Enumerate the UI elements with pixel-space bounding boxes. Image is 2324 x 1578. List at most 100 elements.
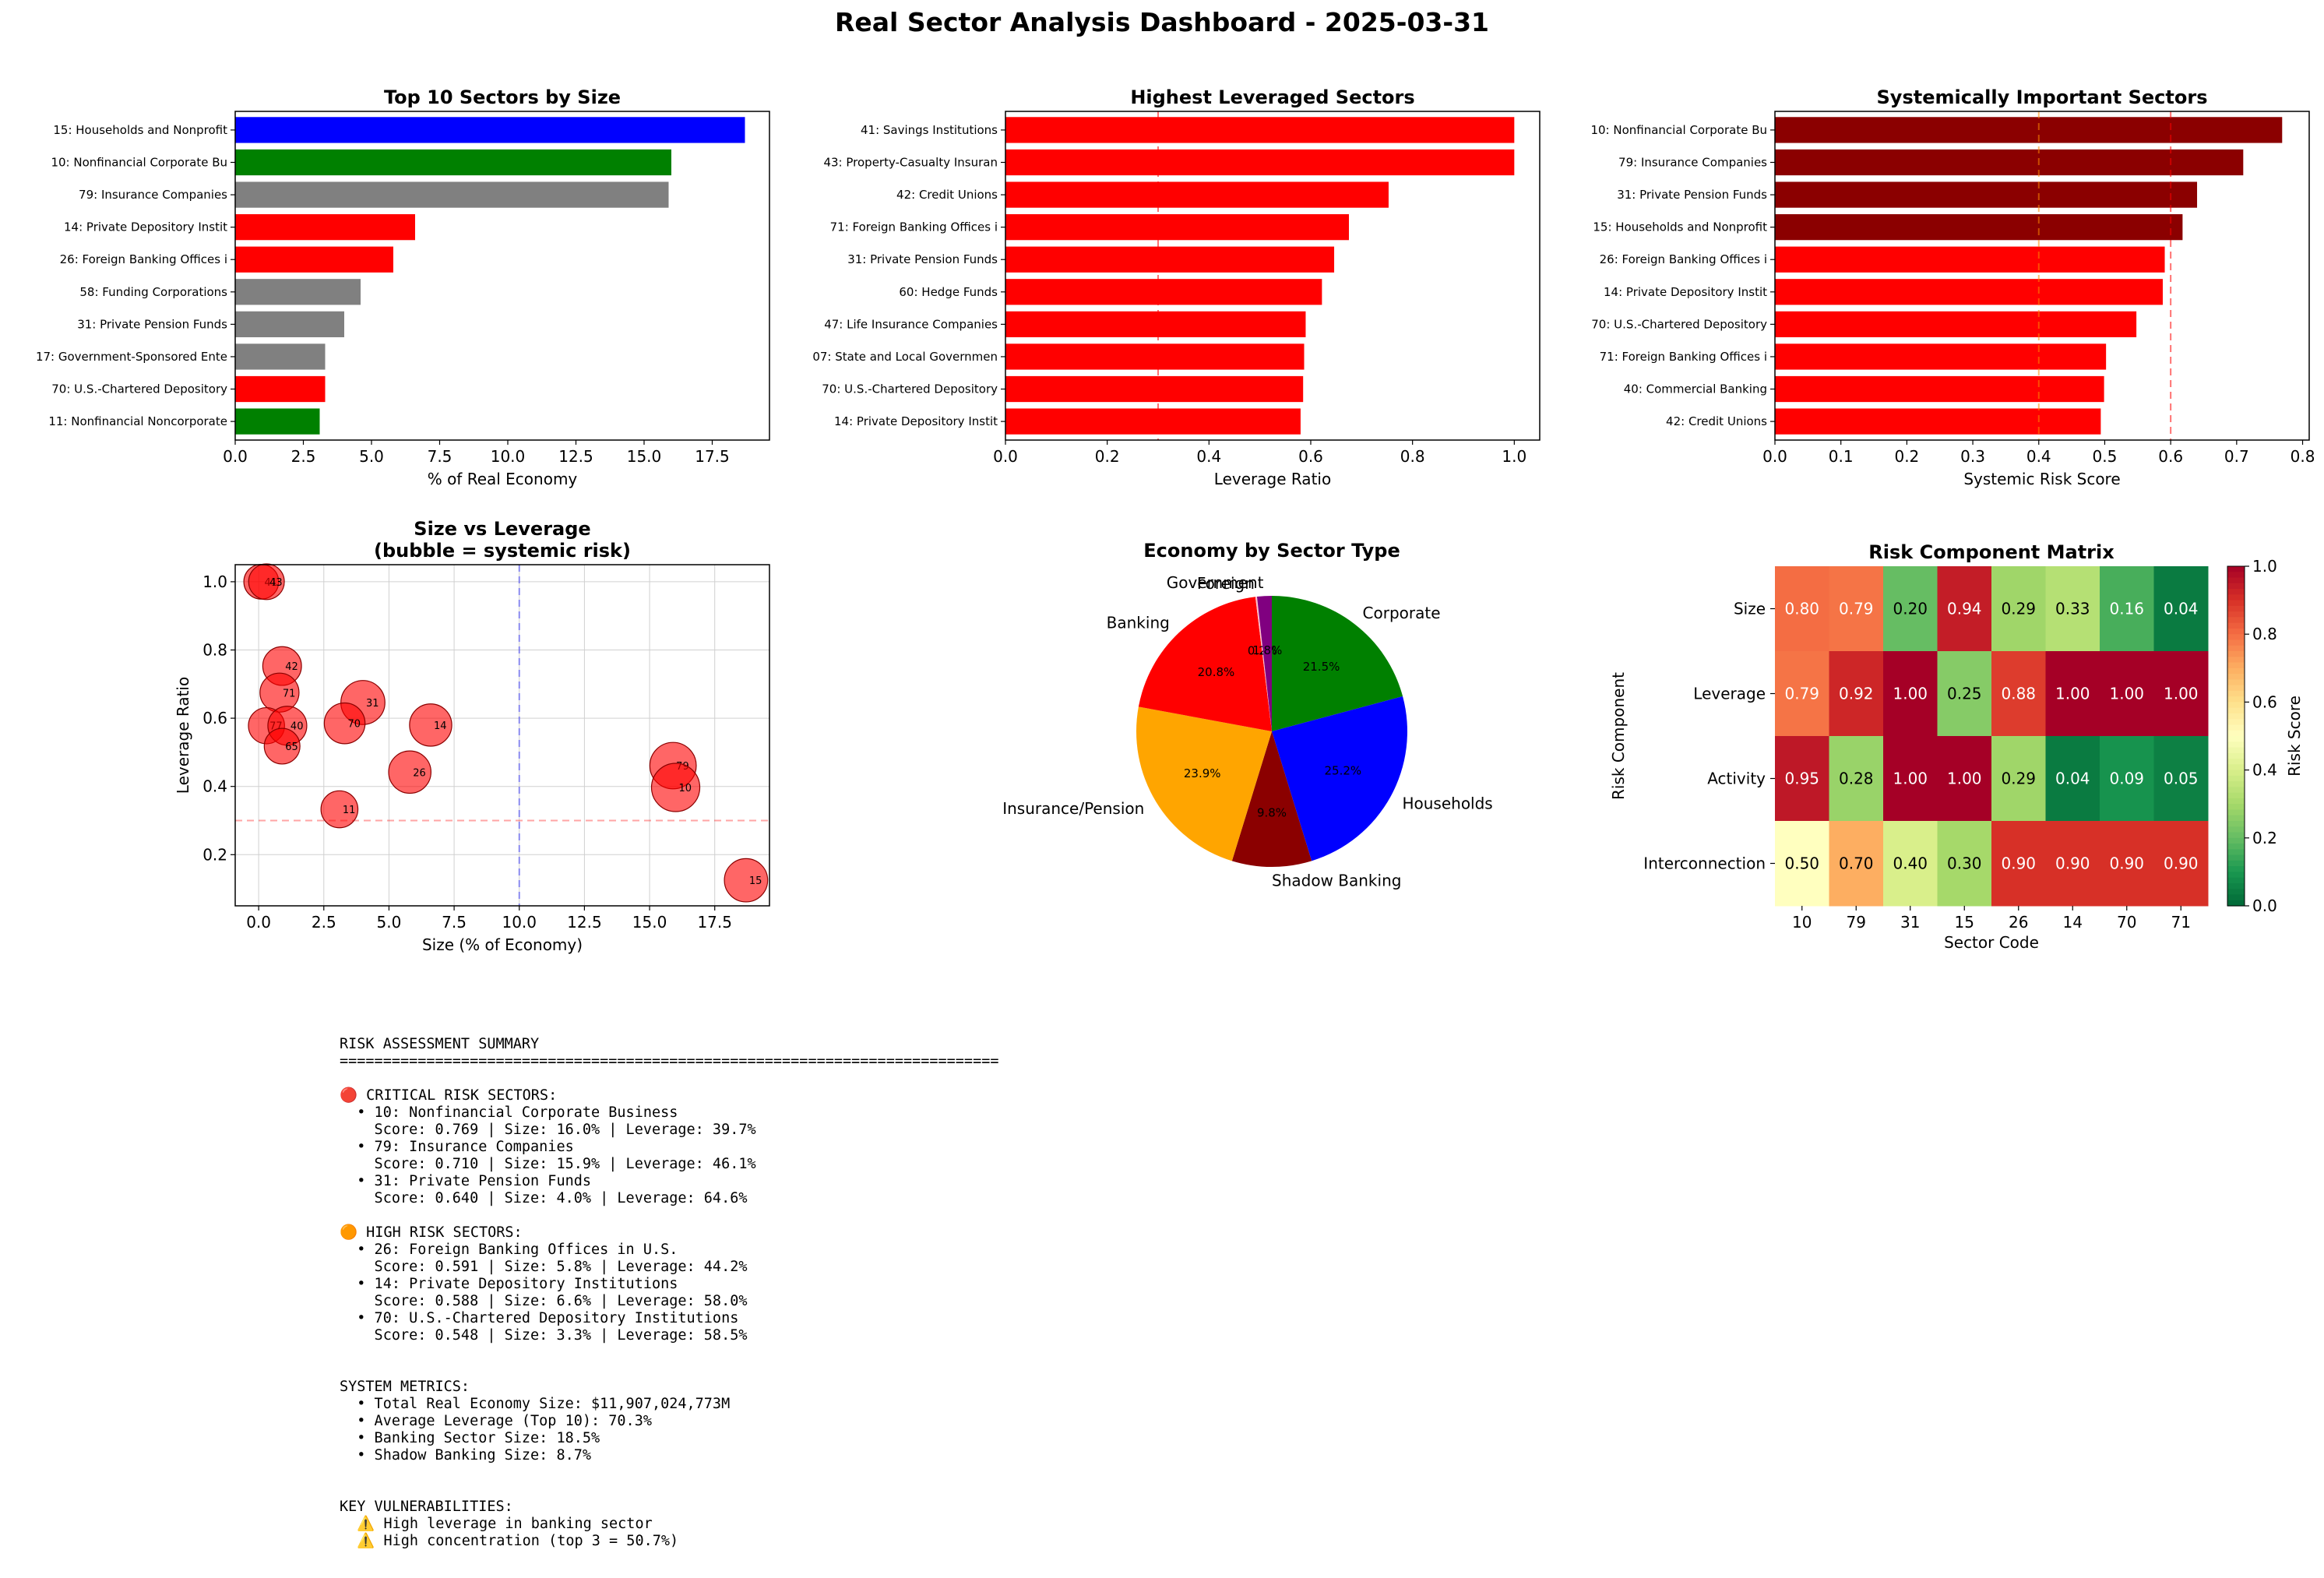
cell-value: 0.04 bbox=[2055, 770, 2090, 788]
colorbar-segment bbox=[2227, 747, 2245, 754]
pie-chart: Economy by Sector Type Corporate 21.5% Hous… bbox=[1002, 540, 1493, 889]
x-tick-label: 0.6 bbox=[2158, 447, 2183, 466]
summary-line: • 70: U.S.-Chartered Depository Institut… bbox=[340, 1310, 739, 1326]
colorbar-segment bbox=[2227, 645, 2245, 652]
x-tick-label: 0.6 bbox=[1298, 447, 1323, 466]
colorbar-segment bbox=[2227, 770, 2245, 777]
colorbar-segment bbox=[2227, 792, 2245, 799]
x-tick-label: 17.5 bbox=[697, 913, 732, 932]
point-label: 71 bbox=[283, 688, 296, 699]
heatmap-cell bbox=[2153, 566, 2209, 652]
heatmap-cell bbox=[1937, 821, 1992, 907]
colorbar-segment bbox=[2227, 752, 2245, 759]
colorbar-label: Risk Score bbox=[2285, 696, 2304, 777]
colorbar-tick-label: 1.0 bbox=[2252, 557, 2277, 576]
category-label: 26: Foreign Banking Offices i bbox=[60, 252, 227, 266]
bar bbox=[1005, 279, 1322, 305]
x-tick-label: 0.4 bbox=[1196, 447, 1221, 466]
summary-line: • 10: Nonfinancial Corporate Business bbox=[340, 1104, 678, 1121]
colorbar-segment bbox=[2227, 628, 2245, 635]
chart-subtitle: (bubble = systemic risk) bbox=[374, 540, 631, 562]
summary-line: KEY VULNERABILITIES: bbox=[340, 1499, 513, 1515]
heatmap-cell bbox=[1991, 651, 2046, 737]
colorbar-segment bbox=[2227, 844, 2245, 850]
category-label: 43: Property-Casualty Insuran bbox=[823, 155, 998, 169]
bar bbox=[1005, 117, 1515, 143]
summary-line: Score: 0.588 | Size: 6.6% | Leverage: 58… bbox=[340, 1293, 748, 1309]
category-label: 14: Private Depository Instit bbox=[64, 220, 227, 234]
chart-title: Economy by Sector Type bbox=[1143, 540, 1400, 562]
category-label: 47: Life Insurance Companies bbox=[824, 317, 998, 331]
colorbar-segment bbox=[2227, 611, 2245, 618]
y-tick-label: 0.2 bbox=[202, 845, 227, 864]
colorbar-segment bbox=[2227, 617, 2245, 624]
heatmap-cell bbox=[2100, 821, 2154, 907]
data-point bbox=[650, 763, 701, 812]
plot-frame bbox=[1005, 111, 1541, 441]
cell-value: 0.28 bbox=[1839, 770, 1874, 788]
x-axis-label: Systemic Risk Score bbox=[1963, 470, 2120, 488]
bar bbox=[235, 149, 671, 176]
heatmap-cell bbox=[1829, 821, 1884, 907]
heatmap-cell bbox=[1775, 821, 1829, 907]
cell-value: 0.94 bbox=[1947, 600, 1982, 618]
summary-line: • 79: Insurance Companies bbox=[340, 1139, 574, 1155]
cell-value: 1.00 bbox=[2055, 685, 2090, 703]
bar bbox=[235, 375, 326, 403]
colorbar-tick-label: 0.8 bbox=[2252, 625, 2277, 643]
colorbar-frame bbox=[2227, 565, 2245, 907]
data-point bbox=[263, 727, 301, 765]
colorbar-segment bbox=[2227, 741, 2245, 748]
colorbar-segment bbox=[2227, 622, 2245, 629]
x-axis-label: Leverage Ratio bbox=[1214, 470, 1331, 488]
colorbar-segment bbox=[2227, 696, 2245, 703]
y-tick-label: Activity bbox=[1707, 770, 1766, 788]
category-label: 31: Private Pension Funds bbox=[847, 252, 998, 266]
bar bbox=[1775, 149, 2244, 176]
category-label: 42: Credit Unions bbox=[896, 188, 998, 202]
bar bbox=[1775, 375, 2104, 403]
pie-slice bbox=[1256, 596, 1272, 731]
slice-percent: 20.8% bbox=[1198, 665, 1235, 679]
data-point bbox=[320, 790, 359, 829]
summary-line: Score: 0.710 | Size: 15.9% | Leverage: 4… bbox=[340, 1156, 756, 1172]
colorbar-segment bbox=[2227, 894, 2245, 901]
bar bbox=[235, 214, 415, 241]
cell-value: 0.33 bbox=[2055, 600, 2090, 618]
heatmap-cell bbox=[1937, 736, 1992, 822]
colorbar-segment bbox=[2227, 815, 2245, 822]
x-tick-label: 0.5 bbox=[2093, 447, 2118, 466]
x-tick-label: 26 bbox=[2009, 913, 2028, 932]
bar bbox=[1775, 408, 2101, 435]
cell-value: 1.00 bbox=[1893, 770, 1928, 788]
data-point bbox=[409, 703, 452, 747]
colorbar-tick-label: 0.0 bbox=[2252, 896, 2277, 915]
colorbar-segment bbox=[2227, 809, 2245, 816]
summary-line: • Total Real Economy Size: $11,907,024,7… bbox=[340, 1396, 731, 1412]
colorbar-segment bbox=[2227, 849, 2245, 856]
bar bbox=[1005, 375, 1304, 403]
cell-value: 0.90 bbox=[2055, 854, 2090, 873]
colorbar-segment bbox=[2227, 566, 2245, 572]
bar bbox=[235, 246, 393, 273]
bar bbox=[1005, 214, 1349, 241]
colorbar-segment bbox=[2227, 804, 2245, 811]
bar bbox=[235, 311, 344, 337]
colorbar-segment bbox=[2227, 707, 2245, 714]
category-label: 31: Private Pension Funds bbox=[1617, 188, 1767, 202]
colorbar-segment bbox=[2227, 900, 2245, 907]
x-tick-label: 14 bbox=[2063, 913, 2083, 932]
colorbar-segment bbox=[2227, 583, 2245, 590]
chart-title: Systemically Important Sectors bbox=[1877, 86, 2208, 108]
category-label: 71: Foreign Banking Offices i bbox=[830, 220, 998, 234]
colorbar-segment bbox=[2227, 860, 2245, 867]
colorbar-segment bbox=[2227, 882, 2245, 889]
colorbar-segment bbox=[2227, 719, 2245, 726]
category-label: 26: Foreign Banking Offices i bbox=[1600, 252, 1767, 266]
x-tick-label: 12.5 bbox=[567, 913, 602, 932]
bar bbox=[1005, 149, 1515, 176]
pie-slice bbox=[1138, 597, 1272, 731]
cell-value: 1.00 bbox=[1893, 685, 1928, 703]
colorbar-tick-label: 0.2 bbox=[2252, 829, 2277, 847]
